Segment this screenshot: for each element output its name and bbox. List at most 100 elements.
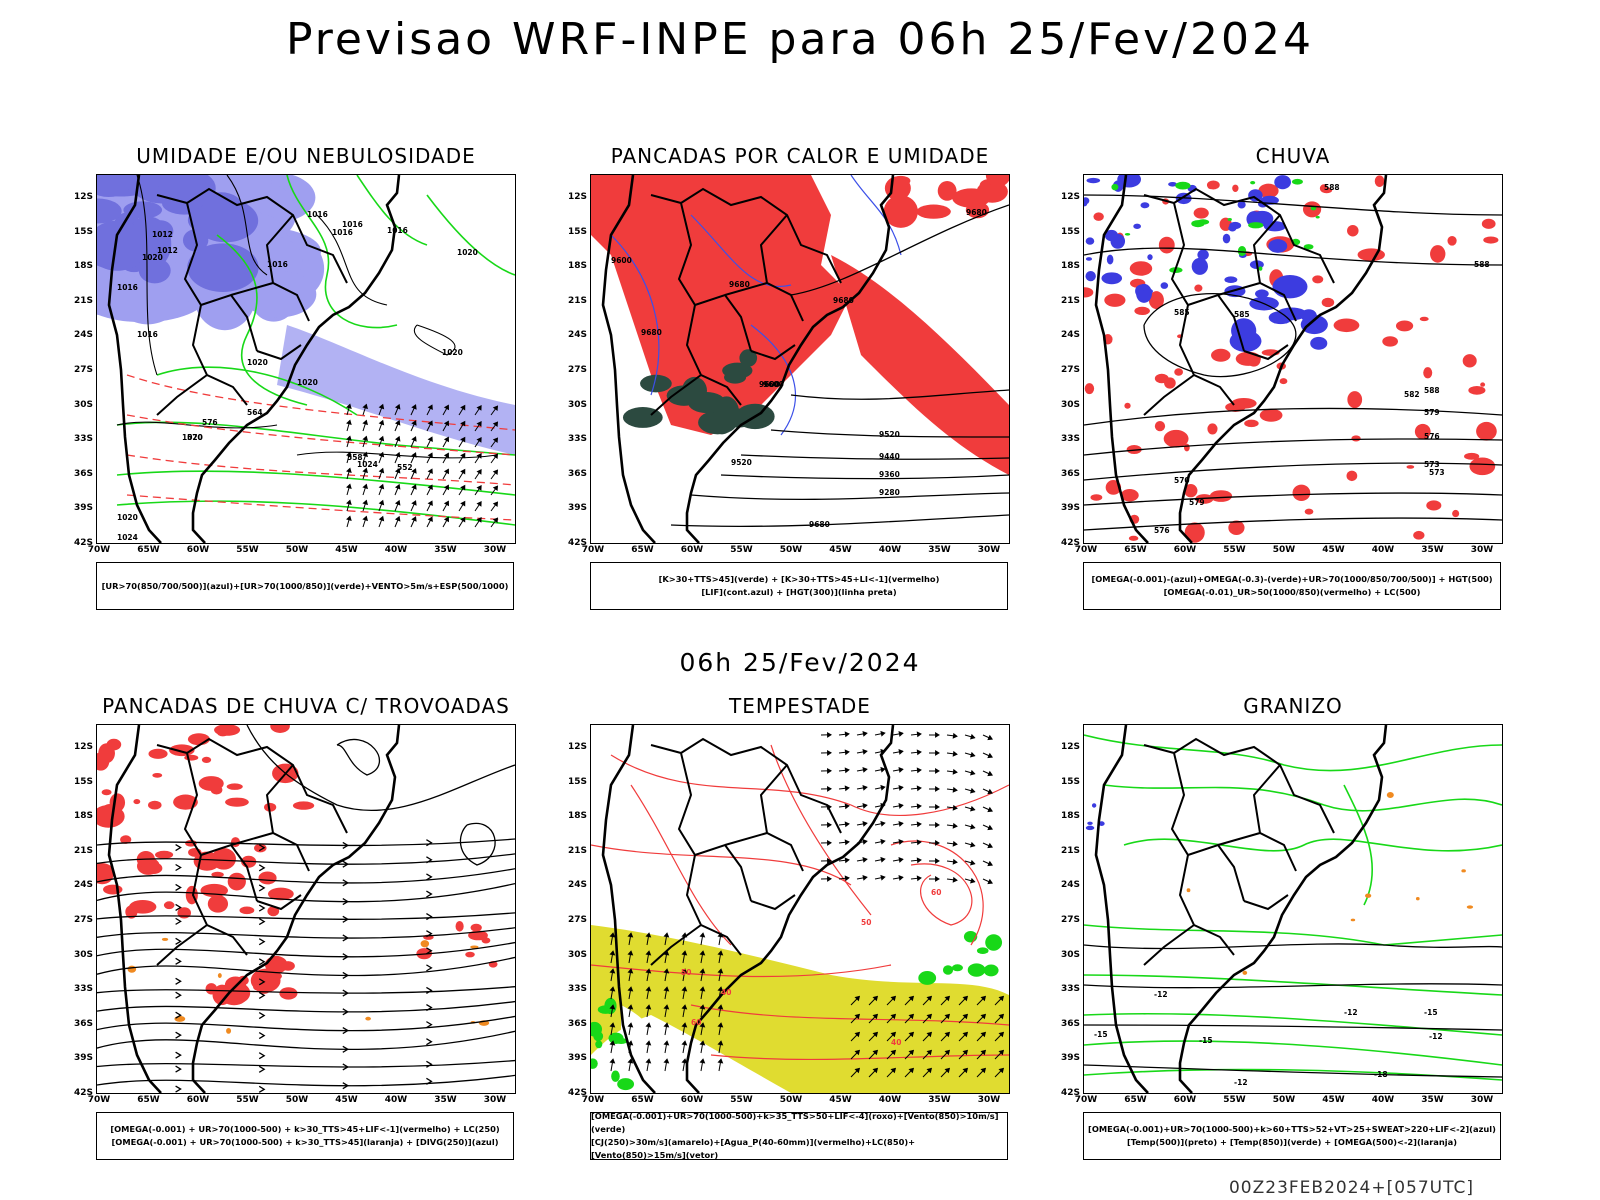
arrow-head [998,1049,1005,1056]
field-blob [937,181,957,201]
contour-line [610,754,1009,817]
field-blob [1312,275,1324,284]
arrow-head [627,1004,634,1010]
lon-tick-label: 65W [137,1095,160,1105]
lon-tick-label: 40W [878,545,902,555]
field-blob [1184,522,1205,543]
arrow-head [844,821,850,828]
map-frame[interactable]: 60 50 50 40 40 60 12S 15S 18S 21S 24S 27S 30S 33S 36S 3… [568,724,1010,1105]
map-frame[interactable]: 588 588 585 582 579 576 573 570 579 576 573 588 585 1… [1061,174,1503,555]
field-blob [1357,248,1385,262]
field-blob [217,973,222,978]
field-blob [1279,378,1288,385]
contour-label: 1016 [307,210,328,219]
lat-tick-label: 18S [567,811,587,822]
arrow-head [844,839,850,846]
lat-tick-label: 21S [73,295,93,306]
panel-tempestade: TEMPESTADE 60 50 50 40 40 60 12S 15S 18S 21S 24S 27… [568,694,1010,1174]
arrow-head [952,858,958,865]
field-blob [1315,215,1320,219]
arrow-head [492,453,499,460]
streamline [97,882,515,903]
field-blob [120,835,132,844]
field-blob [1300,315,1328,335]
map-frame[interactable]: 1016 1012 1016 1020 1016 1016 1016 1020 1020 1016… [74,174,516,555]
field-blob [1244,419,1259,428]
streamline-arrow [258,958,266,966]
field-blob [211,871,224,878]
arrow-head [460,436,466,443]
arrow-head [476,517,482,523]
field-blob [1093,212,1104,221]
lon-tick-label: 45W [829,1095,852,1105]
contour-label: 576 [1424,432,1440,441]
lat-tick-label: 30S [73,949,93,960]
arrow-head [443,452,450,459]
lon-tick-label: 45W [335,1095,358,1105]
arrow-head [492,437,499,444]
field-blob [173,794,198,810]
contour-label: 9680 [833,296,854,305]
lat-tick-label: 30S [1060,949,1080,960]
lat-tick-label: 33S [567,434,587,445]
arrow-head [827,767,832,774]
field-blob [1120,489,1139,502]
contour-line [1084,1024,1502,1031]
lat-tick-label: 42S [1060,538,1080,548]
arrow-head [908,1031,915,1038]
field-blob [739,349,758,367]
field-blob [1304,508,1314,515]
arrow-head [663,1058,670,1064]
streamline-arrow [175,1051,182,1059]
field-blob [1084,197,1090,205]
contour-label: 1016 [137,330,158,339]
contour-label: 579 [1189,498,1205,507]
contour-line [126,454,515,486]
field-blob [942,965,954,975]
panel-title: CHUVA [1255,144,1331,168]
lat-tick-label: 21S [1060,845,1080,856]
streamline [97,868,515,884]
heat-instability-band [831,255,1009,475]
lat-tick-label: 33S [73,434,93,445]
contour-label: 570 [1174,476,1190,485]
legend-box: [OMEGA(-0.001)+UR>70(1000-500)+k>35_TTS>… [590,1111,1008,1160]
arrow-head [862,875,868,881]
arrow-head [952,768,958,775]
contour-line [1084,1040,1502,1066]
panel-pancadas-trovoadas: PANCADAS DE CHUVA C/ TROVOADAS 12S 15S 18S… [74,694,516,1174]
field-blob [983,964,999,977]
field-blob [292,801,315,810]
streamline-arrow [342,860,350,868]
field-blob [1087,821,1093,826]
streamline [97,956,515,977]
contour-line [226,175,268,276]
contour-label: -18 [1374,1070,1388,1079]
lat-tick-label: 42S [567,1088,587,1098]
main-title: Previsao WRF-INPE para 06h 25/Fev/2024 [286,14,1314,65]
panel-pancadas-calor: PANCADAS POR CALOR E UMIDADE 9680 9600 968… [568,144,1010,624]
arrow-head [609,1004,616,1010]
field-blob [1111,183,1119,191]
contour-label: 1020 [117,513,138,522]
streamline-arrow [175,843,182,852]
legend-line: [Temp(500)](preto) + [Temp(850)](verde) … [1126,1137,1458,1147]
arrow-head [916,839,922,846]
arrow-head [880,820,886,827]
lat-tick-label: 18S [1060,811,1080,822]
lat-tick-label: 27S [567,365,587,375]
arrow-head [935,768,940,774]
lon-tick-label: 55W [1223,1095,1246,1105]
map-frame[interactable]: -12 -15 -12 -15 -12 -18 -15 -12 12S 15S 18S 21S 24S 2… [1061,724,1503,1105]
contour-label: 1020 [457,248,478,257]
arrow-head [898,749,904,755]
low-level-wind-field-east [918,930,1003,985]
map-frame[interactable]: 12S 15S 18S 21S 24S 27S 30S 33S 36S 39S 42S 70W 65W 6… [74,724,516,1105]
arrow-head [944,1067,951,1074]
field-blob [724,370,747,384]
arrow-head [862,767,868,773]
field-blob [210,785,223,795]
map-frame[interactable]: 9680 9600 9680 9680 9680 9600 9520 9440 9360 9280… [568,174,1010,555]
lon-tick-label: 40W [384,545,408,555]
